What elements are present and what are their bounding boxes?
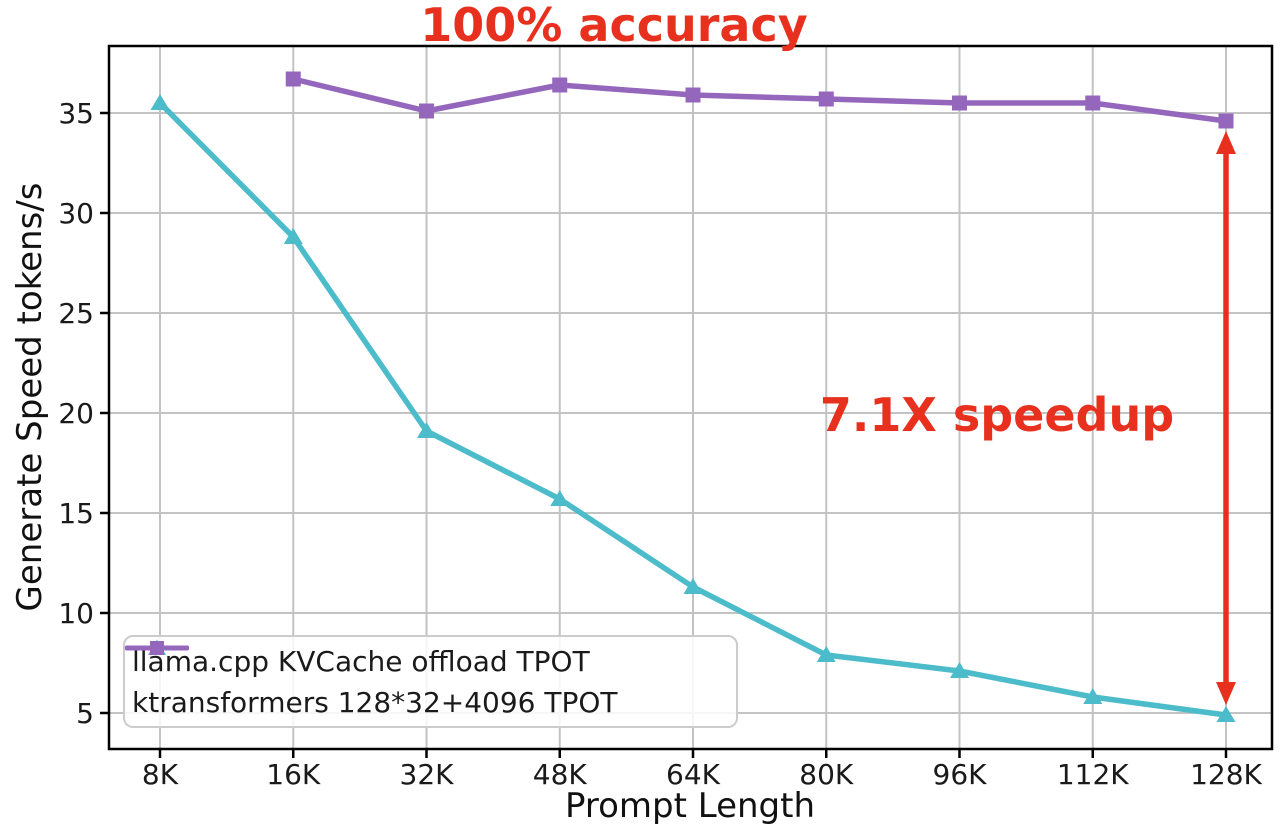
plot-border <box>107 44 1274 751</box>
square-marker <box>952 95 967 111</box>
square-marker <box>552 77 568 93</box>
y-axis-label: Generate Speed tokens/s <box>10 182 50 612</box>
triangle-marker <box>683 578 703 594</box>
square-marker <box>419 103 434 119</box>
x-tick-label: 8K <box>142 758 179 791</box>
x-tick-label: 112K <box>1057 758 1129 791</box>
series-ktransformers <box>285 71 1234 129</box>
square-marker-icon <box>150 641 164 655</box>
square-marker <box>685 87 701 103</box>
x-tick-label: 16K <box>266 758 321 791</box>
triangle-marker <box>417 422 436 438</box>
triangle-marker <box>283 228 303 244</box>
legend-label: llama.cpp KVCache offload TPOT <box>132 644 590 678</box>
square-marker <box>1218 113 1234 129</box>
triangle-marker <box>816 646 836 662</box>
x-tick-label: 48K <box>533 758 588 791</box>
legend-label: ktransformers 128*32+4096 TPOT <box>132 685 618 719</box>
y-tick-label: 20 <box>58 397 94 430</box>
arrowhead-down-icon <box>1216 682 1236 705</box>
accuracy-annotation: 100% accuracy <box>420 0 808 52</box>
square-marker <box>285 71 301 87</box>
series-llamacpp <box>150 94 1236 722</box>
triangle-marker <box>550 490 570 506</box>
triangle-marker <box>150 94 170 110</box>
arrowhead-up-icon <box>1216 131 1236 154</box>
y-tick-label: 30 <box>58 197 94 230</box>
y-tick-label: 35 <box>58 97 94 130</box>
axis-ticks <box>100 111 1228 758</box>
x-tick-label: 64K <box>666 758 721 791</box>
square-marker <box>818 91 834 107</box>
x-axis-label: Prompt Length <box>564 786 816 826</box>
triangle-marker <box>1083 688 1103 704</box>
y-tick-label: 15 <box>58 497 94 530</box>
legend-item: ktransformers 128*32+4096 TPOT <box>125 641 736 723</box>
x-tick-label: 32K <box>400 758 455 791</box>
speedup-annotation: 7.1X speedup <box>819 388 1175 442</box>
legend-swatch <box>125 641 189 655</box>
x-tick-label: 128K <box>1190 758 1262 791</box>
y-tick-label: 25 <box>58 297 94 330</box>
legend-item: llama.cpp KVCache offload TPOT <box>125 639 736 682</box>
square-marker <box>1085 95 1101 111</box>
triangle-marker <box>950 662 969 678</box>
y-tick-label: 10 <box>58 597 94 630</box>
triangle-marker <box>1216 706 1236 722</box>
legend: llama.cpp KVCache offload TPOT ktransform… <box>123 635 738 728</box>
x-tick-label: 80K <box>799 758 854 791</box>
speedup-arrow <box>1216 131 1236 705</box>
gridlines <box>109 46 1272 749</box>
y-tick-label: 5 <box>76 697 94 730</box>
tick-labels: 8K 16K 32K 48K 64K 80K 96K 112K 128K 5 10 15 20 25 30 3… <box>58 97 1262 791</box>
x-tick-label: 96K <box>933 758 988 791</box>
